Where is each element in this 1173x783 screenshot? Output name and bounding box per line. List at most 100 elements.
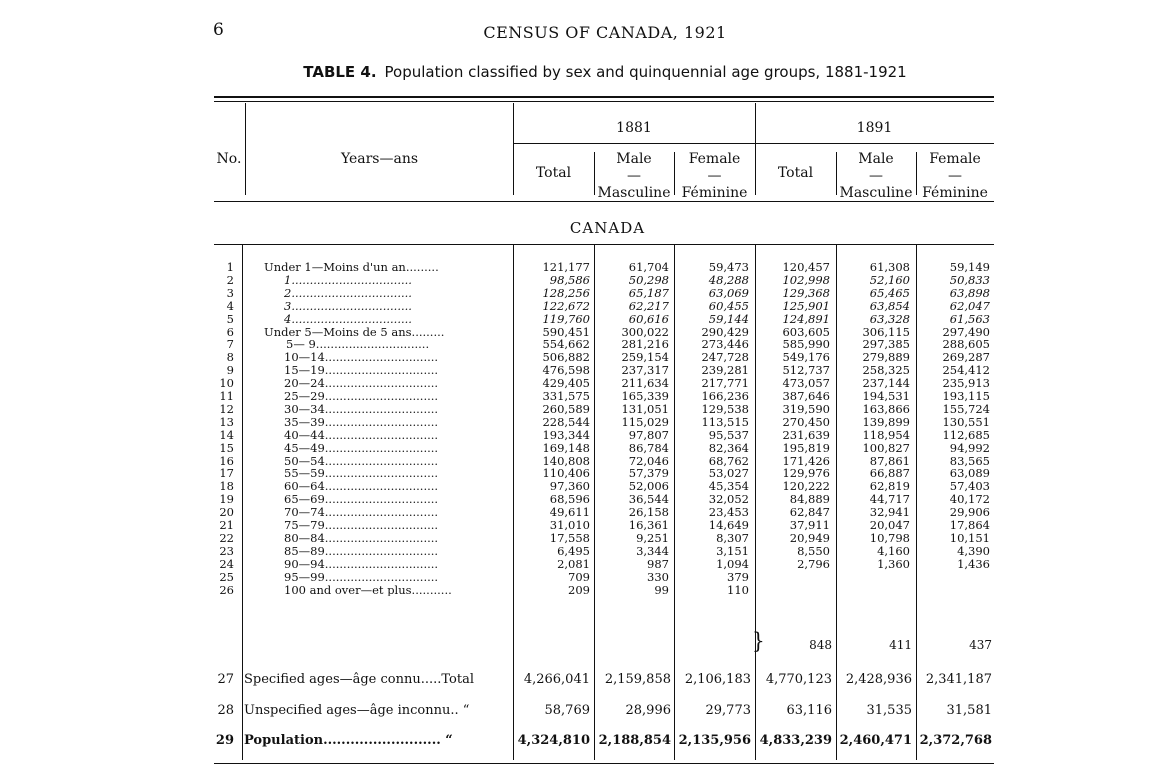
cell-1891-total: 319,590 xyxy=(782,401,830,416)
row-label: 25—29............................... xyxy=(284,391,439,402)
cell-1881-female: 129,538 xyxy=(701,401,749,416)
merged-brace: } xyxy=(752,627,765,655)
header-male-en: Male xyxy=(858,151,894,167)
cell-1891-total: 120,457 xyxy=(782,260,830,274)
row-label: 65—69............................... xyxy=(284,494,439,506)
table-title-number: TABLE 4. xyxy=(303,63,377,81)
cell-1881-female: 290,429 xyxy=(701,324,749,339)
cell-1891-male: 258,325 xyxy=(862,363,910,378)
header-divider-1881-female xyxy=(674,152,675,195)
table-row: 1 Under 1—Moins d'un an......... 121,177 61… xyxy=(212,260,997,274)
header-divider-1891 xyxy=(755,103,756,195)
cell-1881-male: 237,317 xyxy=(621,363,669,378)
cell-1891-female: 2,341,187 xyxy=(925,672,992,687)
cell-1891-total: 125,901 xyxy=(782,298,830,313)
row-number: 26 xyxy=(219,582,234,597)
cell-1881-total: 49,611 xyxy=(549,505,590,520)
row-number: 4 xyxy=(226,298,234,313)
cell-1891-female: 62,047 xyxy=(949,298,990,313)
cell-1891-male: 139,899 xyxy=(862,414,910,429)
cell-1891-male: 1,360 xyxy=(877,556,910,571)
cell-1891-male: 2,428,936 xyxy=(845,672,912,687)
row-label: 50—54............................... xyxy=(284,455,439,467)
row-number: 2 xyxy=(226,272,234,287)
cell-1881-male: 28,996 xyxy=(625,703,672,718)
row-label: 4................................. xyxy=(284,313,412,325)
cell-1881-total: 140,808 xyxy=(542,453,590,468)
cell-1891-male: 44,717 xyxy=(869,492,910,507)
cell-1881-total: 429,405 xyxy=(542,376,590,391)
header-divider-years xyxy=(513,103,514,195)
row-number: 25 xyxy=(219,569,234,584)
row-number: 20 xyxy=(219,505,234,520)
cell-1881-female: 2,135,956 xyxy=(678,733,751,748)
header-divider-1881-male xyxy=(594,152,595,195)
table-row: 4 3................................. 122,6… xyxy=(212,298,997,313)
row-number: 14 xyxy=(219,427,234,442)
cell-1881-total: 58,769 xyxy=(544,703,591,718)
row-number: 8 xyxy=(226,350,234,365)
row-label: 5— 9............................... xyxy=(286,339,430,351)
row-number: 28 xyxy=(217,703,234,718)
cell-1881-female: 273,446 xyxy=(701,337,749,352)
cell-1881-male: 9,251 xyxy=(636,530,669,545)
cell-1881-female: 3,151 xyxy=(716,543,749,558)
cell-1891-total: 270,450 xyxy=(782,414,830,429)
cell-1881-male: 3,344 xyxy=(636,543,669,558)
body-divider-1891-male xyxy=(836,245,837,760)
row-label: 100 and over—et plus........... xyxy=(284,584,452,596)
cell-1881-total: 506,882 xyxy=(542,350,590,365)
cell-1881-male: 65,187 xyxy=(628,285,669,300)
page-number: 6 xyxy=(213,20,224,40)
header-divider-no xyxy=(245,103,246,195)
cell-1891-male: 4,160 xyxy=(877,543,910,558)
row-label: Unspecified ages—âge inconnu.. “ xyxy=(244,703,470,718)
cell-1891-total: 4,770,123 xyxy=(765,672,832,687)
cell-1891-total: 195,819 xyxy=(782,440,830,455)
header-1881-female: Female — Féminine xyxy=(674,151,755,202)
cell-1891-total: 171,426 xyxy=(782,453,830,468)
cell-1881-female: 217,771 xyxy=(701,376,749,391)
row-label: 80—84............................... xyxy=(284,532,439,544)
row-label: 2................................. xyxy=(284,287,412,299)
cell-1881-male: 131,051 xyxy=(621,401,669,416)
cell-1891-male: 66,887 xyxy=(869,466,910,481)
header-dash: — xyxy=(627,168,641,184)
cell-1891-total: 512,737 xyxy=(782,363,830,378)
cell-1881-male: 16,361 xyxy=(628,518,669,532)
row-label: 35—39............................... xyxy=(284,416,439,428)
cell-1891-total: 4,833,239 xyxy=(759,733,832,748)
row-number: 5 xyxy=(226,311,234,326)
cell-1891-male: 306,115 xyxy=(862,324,910,339)
row-label: 55—59............................... xyxy=(284,468,439,480)
cell-1891-male: 118,954 xyxy=(862,427,910,442)
cell-1891-female: 112,685 xyxy=(942,427,990,442)
cell-1881-male: 211,634 xyxy=(621,376,669,391)
cell-1891-male: 163,866 xyxy=(862,401,910,416)
row-label: Under 1—Moins d'un an......... xyxy=(264,262,439,273)
header-bottom-rule xyxy=(214,201,994,202)
cell-1881-male: 50,298 xyxy=(628,272,669,287)
cell-1881-total: 228,544 xyxy=(542,414,590,429)
cell-1881-female: 95,537 xyxy=(708,427,749,442)
cell-1891-total: 387,646 xyxy=(782,389,830,403)
header-male-fr: Masculine xyxy=(839,185,913,201)
table-row: 12 30—34............................... 26… xyxy=(212,401,997,416)
cell-1891-total: 63,116 xyxy=(786,703,833,718)
table-row: 3 2................................. 128,2… xyxy=(212,285,997,300)
header-divider-1891-female xyxy=(916,152,917,195)
table-row-unspecified: 28 Unspecified ages—âge inconnu.. “ 58,7… xyxy=(212,703,997,719)
cell-1891-female: 94,992 xyxy=(949,440,990,455)
header-divider-1891-male xyxy=(836,152,837,195)
cell-1891-total: 124,891 xyxy=(782,311,830,326)
cell-1881-total: 4,324,810 xyxy=(517,733,590,748)
cell-1881-female: 32,052 xyxy=(708,492,749,507)
row-number: 21 xyxy=(219,518,234,532)
cell-1881-female: 239,281 xyxy=(701,363,749,378)
header-female-fr: Féminine xyxy=(681,185,748,201)
row-number: 27 xyxy=(217,672,234,687)
cell-1881-female: 53,027 xyxy=(708,466,749,481)
section-title: CANADA xyxy=(569,219,646,237)
year-1891-underline xyxy=(755,143,994,144)
cell-1881-female: 59,473 xyxy=(708,260,749,274)
